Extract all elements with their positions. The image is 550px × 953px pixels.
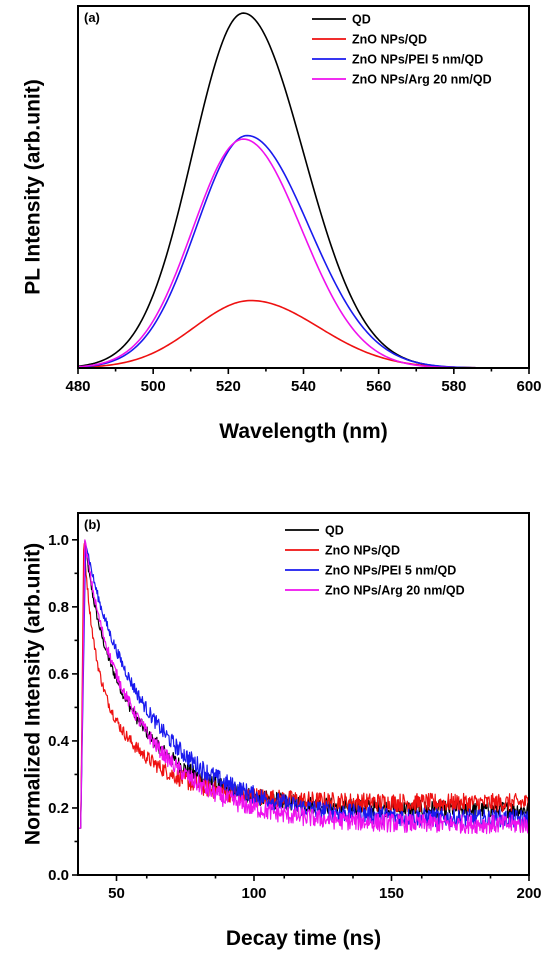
legend-entry-zno-nps-qd: ZnO NPs/QD xyxy=(325,544,400,558)
y-tick-label: 0.4 xyxy=(48,733,70,750)
series-line-zno-nps-pei-5-nm-qd xyxy=(78,545,530,829)
panel-b-label: (b) xyxy=(84,517,101,532)
panel-b-series-group xyxy=(78,539,530,835)
x-tick-label: 500 xyxy=(141,378,166,395)
panel-b: 50 100 150 200 0.0 0.2 0.4 0.6 0.8 1.0 (b) Decay … xyxy=(22,512,542,950)
legend-entry-zno-nps-arg-20-nm-qd: ZnO NPs/Arg 20 nm/QD xyxy=(352,73,492,87)
x-tick-label: 520 xyxy=(216,378,241,395)
panel-a-label: (a) xyxy=(84,10,100,25)
panel-a-legend: QD ZnO NPs/QD ZnO NPs/PEI 5 nm/QD ZnO NPs/A… xyxy=(312,13,492,87)
x-tick-label: 150 xyxy=(379,885,404,902)
panel-a-x-axis-title: Wavelength (nm) xyxy=(219,420,387,443)
panel-a-ticks: 480 500 520 540 560 580 600 xyxy=(65,368,542,395)
legend-entry-zno-nps-qd: ZnO NPs/QD xyxy=(352,33,427,47)
x-tick-label: 540 xyxy=(291,378,316,395)
x-tick-label: 600 xyxy=(516,378,541,395)
y-tick-label: 0.6 xyxy=(48,666,69,683)
legend-entry-zno-nps-arg-20-nm-qd: ZnO NPs/Arg 20 nm/QD xyxy=(325,584,465,598)
legend-entry-qd: QD xyxy=(352,13,371,27)
x-tick-label: 50 xyxy=(108,885,125,902)
x-tick-label: 100 xyxy=(241,885,266,902)
y-tick-label: 0.8 xyxy=(48,599,69,616)
y-tick-label: 0.0 xyxy=(48,867,69,884)
panel-a-y-axis-title: PL Intensity (arb.unit) xyxy=(22,79,45,294)
x-tick-label: 200 xyxy=(516,885,541,902)
x-tick-label: 480 xyxy=(65,378,90,395)
panel-b-axes-frame xyxy=(77,512,530,876)
legend-entry-zno-nps-pei-5-nm-qd: ZnO NPs/PEI 5 nm/QD xyxy=(352,53,483,67)
y-tick-label: 1.0 xyxy=(48,532,69,549)
panel-b-legend: QD ZnO NPs/QD ZnO NPs/PEI 5 nm/QD ZnO NPs/A… xyxy=(285,524,465,598)
panel-b-x-axis-title: Decay time (ns) xyxy=(226,927,381,950)
panel-b-y-axis-title: Normalized Intensity (arb.unit) xyxy=(22,543,45,845)
series-line-zno-nps-arg-20-nm-qd xyxy=(77,138,529,369)
legend-entry-qd: QD xyxy=(325,524,344,538)
x-tick-label: 580 xyxy=(441,378,466,395)
panel-a: 480 500 520 540 560 580 600 (a) Wavelength (nm… xyxy=(22,5,542,443)
legend-entry-zno-nps-pei-5-nm-qd: ZnO NPs/PEI 5 nm/QD xyxy=(325,564,456,578)
panel-b-ticks: 50 100 150 200 0.0 0.2 0.4 0.6 0.8 1.0 xyxy=(48,532,541,902)
y-tick-label: 0.2 xyxy=(48,800,69,817)
series-line-zno-nps-arg-20-nm-qd xyxy=(78,539,530,835)
x-tick-label: 560 xyxy=(366,378,391,395)
